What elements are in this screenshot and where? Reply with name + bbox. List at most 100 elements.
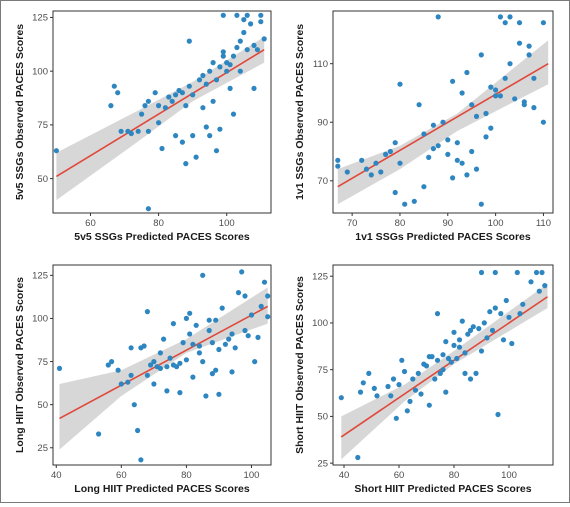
data-point-1v1-ssgs-14 <box>397 81 403 87</box>
data-point-1v1-ssgs-35 <box>464 172 470 178</box>
y-axis-title-short-hiit: Short HIIT Observed PACES Scores <box>294 276 306 454</box>
data-point-short-hiit-44 <box>465 331 471 337</box>
y-tick-label-1v1-ssgs-70: 70 <box>317 176 328 187</box>
data-point-1v1-ssgs-19 <box>421 131 427 137</box>
data-point-5v5-ssgs-21 <box>173 92 179 98</box>
fit-line-short-hiit <box>340 296 548 438</box>
y-tick-label-5v5-ssgs-75: 75 <box>37 120 48 131</box>
data-point-long-hiit-9 <box>128 372 134 378</box>
data-point-1v1-ssgs-13 <box>397 160 403 166</box>
data-point-1v1-ssgs-10 <box>387 148 393 155</box>
data-point-1v1-ssgs-46 <box>493 93 499 99</box>
data-point-5v5-ssgs-58 <box>237 38 243 44</box>
data-point-1v1-ssgs-18 <box>421 184 427 190</box>
data-point-5v5-ssgs-24 <box>179 90 185 96</box>
x-tick-label-long-hiit-40: 40 <box>51 470 62 481</box>
data-point-long-hiit-14 <box>141 343 147 349</box>
data-point-5v5-ssgs-12 <box>145 128 151 134</box>
y-tick-label-1v1-ssgs-110: 110 <box>313 59 328 70</box>
data-point-1v1-ssgs-37 <box>469 148 475 155</box>
data-point-1v1-ssgs-15 <box>402 201 408 207</box>
data-point-long-hiit-1 <box>56 365 63 371</box>
data-point-5v5-ssgs-11 <box>145 98 151 104</box>
data-point-short-hiit-57 <box>492 305 498 311</box>
data-point-long-hiit-64 <box>248 312 255 318</box>
data-point-5v5-ssgs-39 <box>207 133 213 139</box>
data-point-1v1-ssgs-26 <box>445 137 451 143</box>
x-axis-title-short-hiit: Short HIIT Predicted PACES Scores <box>354 483 531 495</box>
x-tick-label-1v1-ssgs-100: 100 <box>488 218 504 229</box>
data-point-long-hiit-24 <box>164 364 170 370</box>
data-point-short-hiit-8 <box>385 383 391 390</box>
x-tick-label-1v1-ssgs-110: 110 <box>536 218 551 229</box>
data-point-long-hiit-26 <box>167 355 173 361</box>
data-point-5v5-ssgs-26 <box>183 161 189 167</box>
y-tick-label-long-hiit-75: 75 <box>37 357 48 368</box>
data-point-short-hiit-66 <box>520 301 526 307</box>
data-point-long-hiit-36 <box>187 331 193 337</box>
data-point-1v1-ssgs-4 <box>359 157 365 163</box>
data-point-short-hiit-43 <box>462 370 468 376</box>
data-point-5v5-ssgs-55 <box>234 44 240 51</box>
data-point-1v1-ssgs-5 <box>363 166 370 172</box>
data-point-long-hiit-41 <box>196 343 202 349</box>
data-point-long-hiit-67 <box>258 303 264 309</box>
data-point-short-hiit-56 <box>492 269 498 276</box>
data-point-5v5-ssgs-51 <box>227 85 233 91</box>
data-point-5v5-ssgs-14 <box>152 90 158 96</box>
data-point-long-hiit-69 <box>265 293 271 299</box>
data-point-short-hiit-60 <box>500 337 507 343</box>
data-point-long-hiit-55 <box>226 336 232 342</box>
data-point-long-hiit-54 <box>222 341 228 347</box>
data-point-5v5-ssgs-41 <box>210 98 216 104</box>
data-point-1v1-ssgs-38 <box>473 113 480 119</box>
data-point-5v5-ssgs-47 <box>220 12 226 18</box>
data-point-short-hiit-55 <box>489 327 496 333</box>
data-point-1v1-ssgs-29 <box>450 175 456 181</box>
data-point-long-hiit-33 <box>183 315 189 321</box>
x-tick-label-short-hiit-80: 80 <box>449 470 460 481</box>
data-point-long-hiit-3 <box>105 362 111 368</box>
data-point-5v5-ssgs-1 <box>53 148 60 154</box>
data-point-1v1-ssgs-21 <box>430 122 436 128</box>
x-tick-label-short-hiit-60: 60 <box>394 470 405 481</box>
data-point-5v5-ssgs-22 <box>173 133 179 139</box>
data-point-5v5-ssgs-17 <box>159 145 165 152</box>
data-point-5v5-ssgs-65 <box>254 47 260 53</box>
data-point-long-hiit-43 <box>200 359 206 365</box>
data-point-5v5-ssgs-13 <box>145 206 151 212</box>
data-point-long-hiit-59 <box>235 290 242 296</box>
data-point-long-hiit-6 <box>118 381 124 387</box>
data-point-long-hiit-8 <box>128 345 134 351</box>
y-tick-label-long-hiit-50: 50 <box>37 400 48 411</box>
data-point-1v1-ssgs-44 <box>488 125 494 131</box>
data-point-5v5-ssgs-60 <box>241 29 247 36</box>
fit-line-long-hiit <box>59 305 269 420</box>
data-point-short-hiit-5 <box>366 370 372 376</box>
panel-frame-short-hiit <box>332 264 554 466</box>
x-tick-label-1v1-ssgs-80: 80 <box>395 218 406 229</box>
confidence-band-short-hiit <box>341 283 548 460</box>
data-point-5v5-ssgs-29 <box>186 83 192 89</box>
data-point-5v5-ssgs-38 <box>207 68 213 74</box>
data-point-short-hiit-65 <box>517 311 523 317</box>
data-point-5v5-ssgs-59 <box>241 17 247 23</box>
data-point-long-hiit-57 <box>229 369 235 375</box>
data-point-5v5-ssgs-16 <box>156 103 162 109</box>
data-point-1v1-ssgs-45 <box>488 84 494 90</box>
data-point-short-hiit-6 <box>371 385 377 391</box>
x-tick-label-1v1-ssgs-70: 70 <box>347 218 358 229</box>
data-point-short-hiit-28 <box>434 357 441 363</box>
y-tick-label-5v5-ssgs-125: 125 <box>32 13 48 24</box>
data-point-1v1-ssgs-16 <box>411 198 417 204</box>
data-point-long-hiit-39 <box>193 322 199 328</box>
data-point-1v1-ssgs-12 <box>392 189 398 196</box>
data-point-long-hiit-11 <box>135 427 141 434</box>
data-point-1v1-ssgs-7 <box>373 160 379 166</box>
data-point-short-hiit-58 <box>495 411 501 418</box>
data-point-1v1-ssgs-50 <box>502 20 508 26</box>
y-tick-label-short-hiit-25: 25 <box>317 458 328 469</box>
data-point-long-hiit-60 <box>239 269 245 275</box>
data-point-1v1-ssgs-3 <box>344 169 350 175</box>
data-point-long-hiit-48 <box>209 371 215 377</box>
